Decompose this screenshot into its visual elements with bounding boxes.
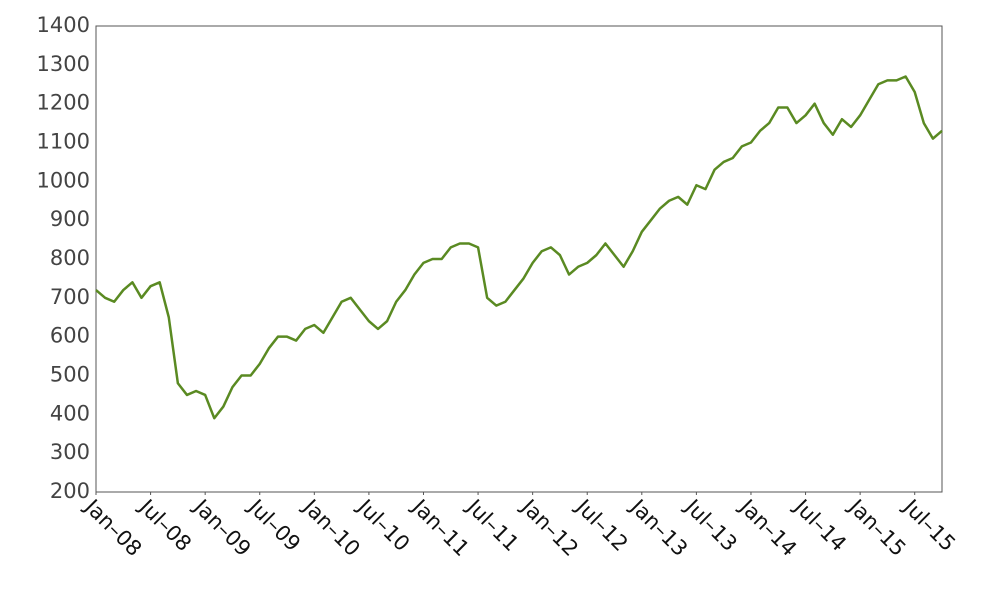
x-tick-label: Jan–14 (734, 493, 802, 561)
y-tick-label: 1400 (37, 13, 90, 37)
plot-frame (95, 25, 943, 493)
x-tick-label: Jan–12 (515, 493, 583, 561)
y-tick-label: 1100 (37, 130, 90, 154)
y-tick-label: 500 (50, 363, 90, 387)
y-tick-label: 200 (50, 479, 90, 503)
y-tick-label: 1200 (37, 91, 90, 115)
y-tick-label: 400 (50, 401, 90, 425)
y-tick-label: 1000 (37, 168, 90, 192)
y-tick-label: 1300 (37, 52, 90, 76)
y-tick-label: 600 (50, 324, 90, 348)
x-tick-label: Jan–09 (188, 493, 256, 561)
y-tick-label: 800 (50, 246, 90, 270)
line-series (95, 75, 943, 420)
x-tick-label: Jan–11 (406, 493, 474, 561)
y-tick-label: 900 (50, 207, 90, 231)
x-tick-label: Jan–08 (79, 493, 147, 561)
x-tick-label: Jan–13 (625, 493, 693, 561)
y-tick-label: 300 (50, 440, 90, 464)
x-tick-label: Jan–15 (843, 493, 911, 561)
x-tick-label: Jan–10 (297, 493, 365, 561)
y-tick-label: 700 (50, 285, 90, 309)
